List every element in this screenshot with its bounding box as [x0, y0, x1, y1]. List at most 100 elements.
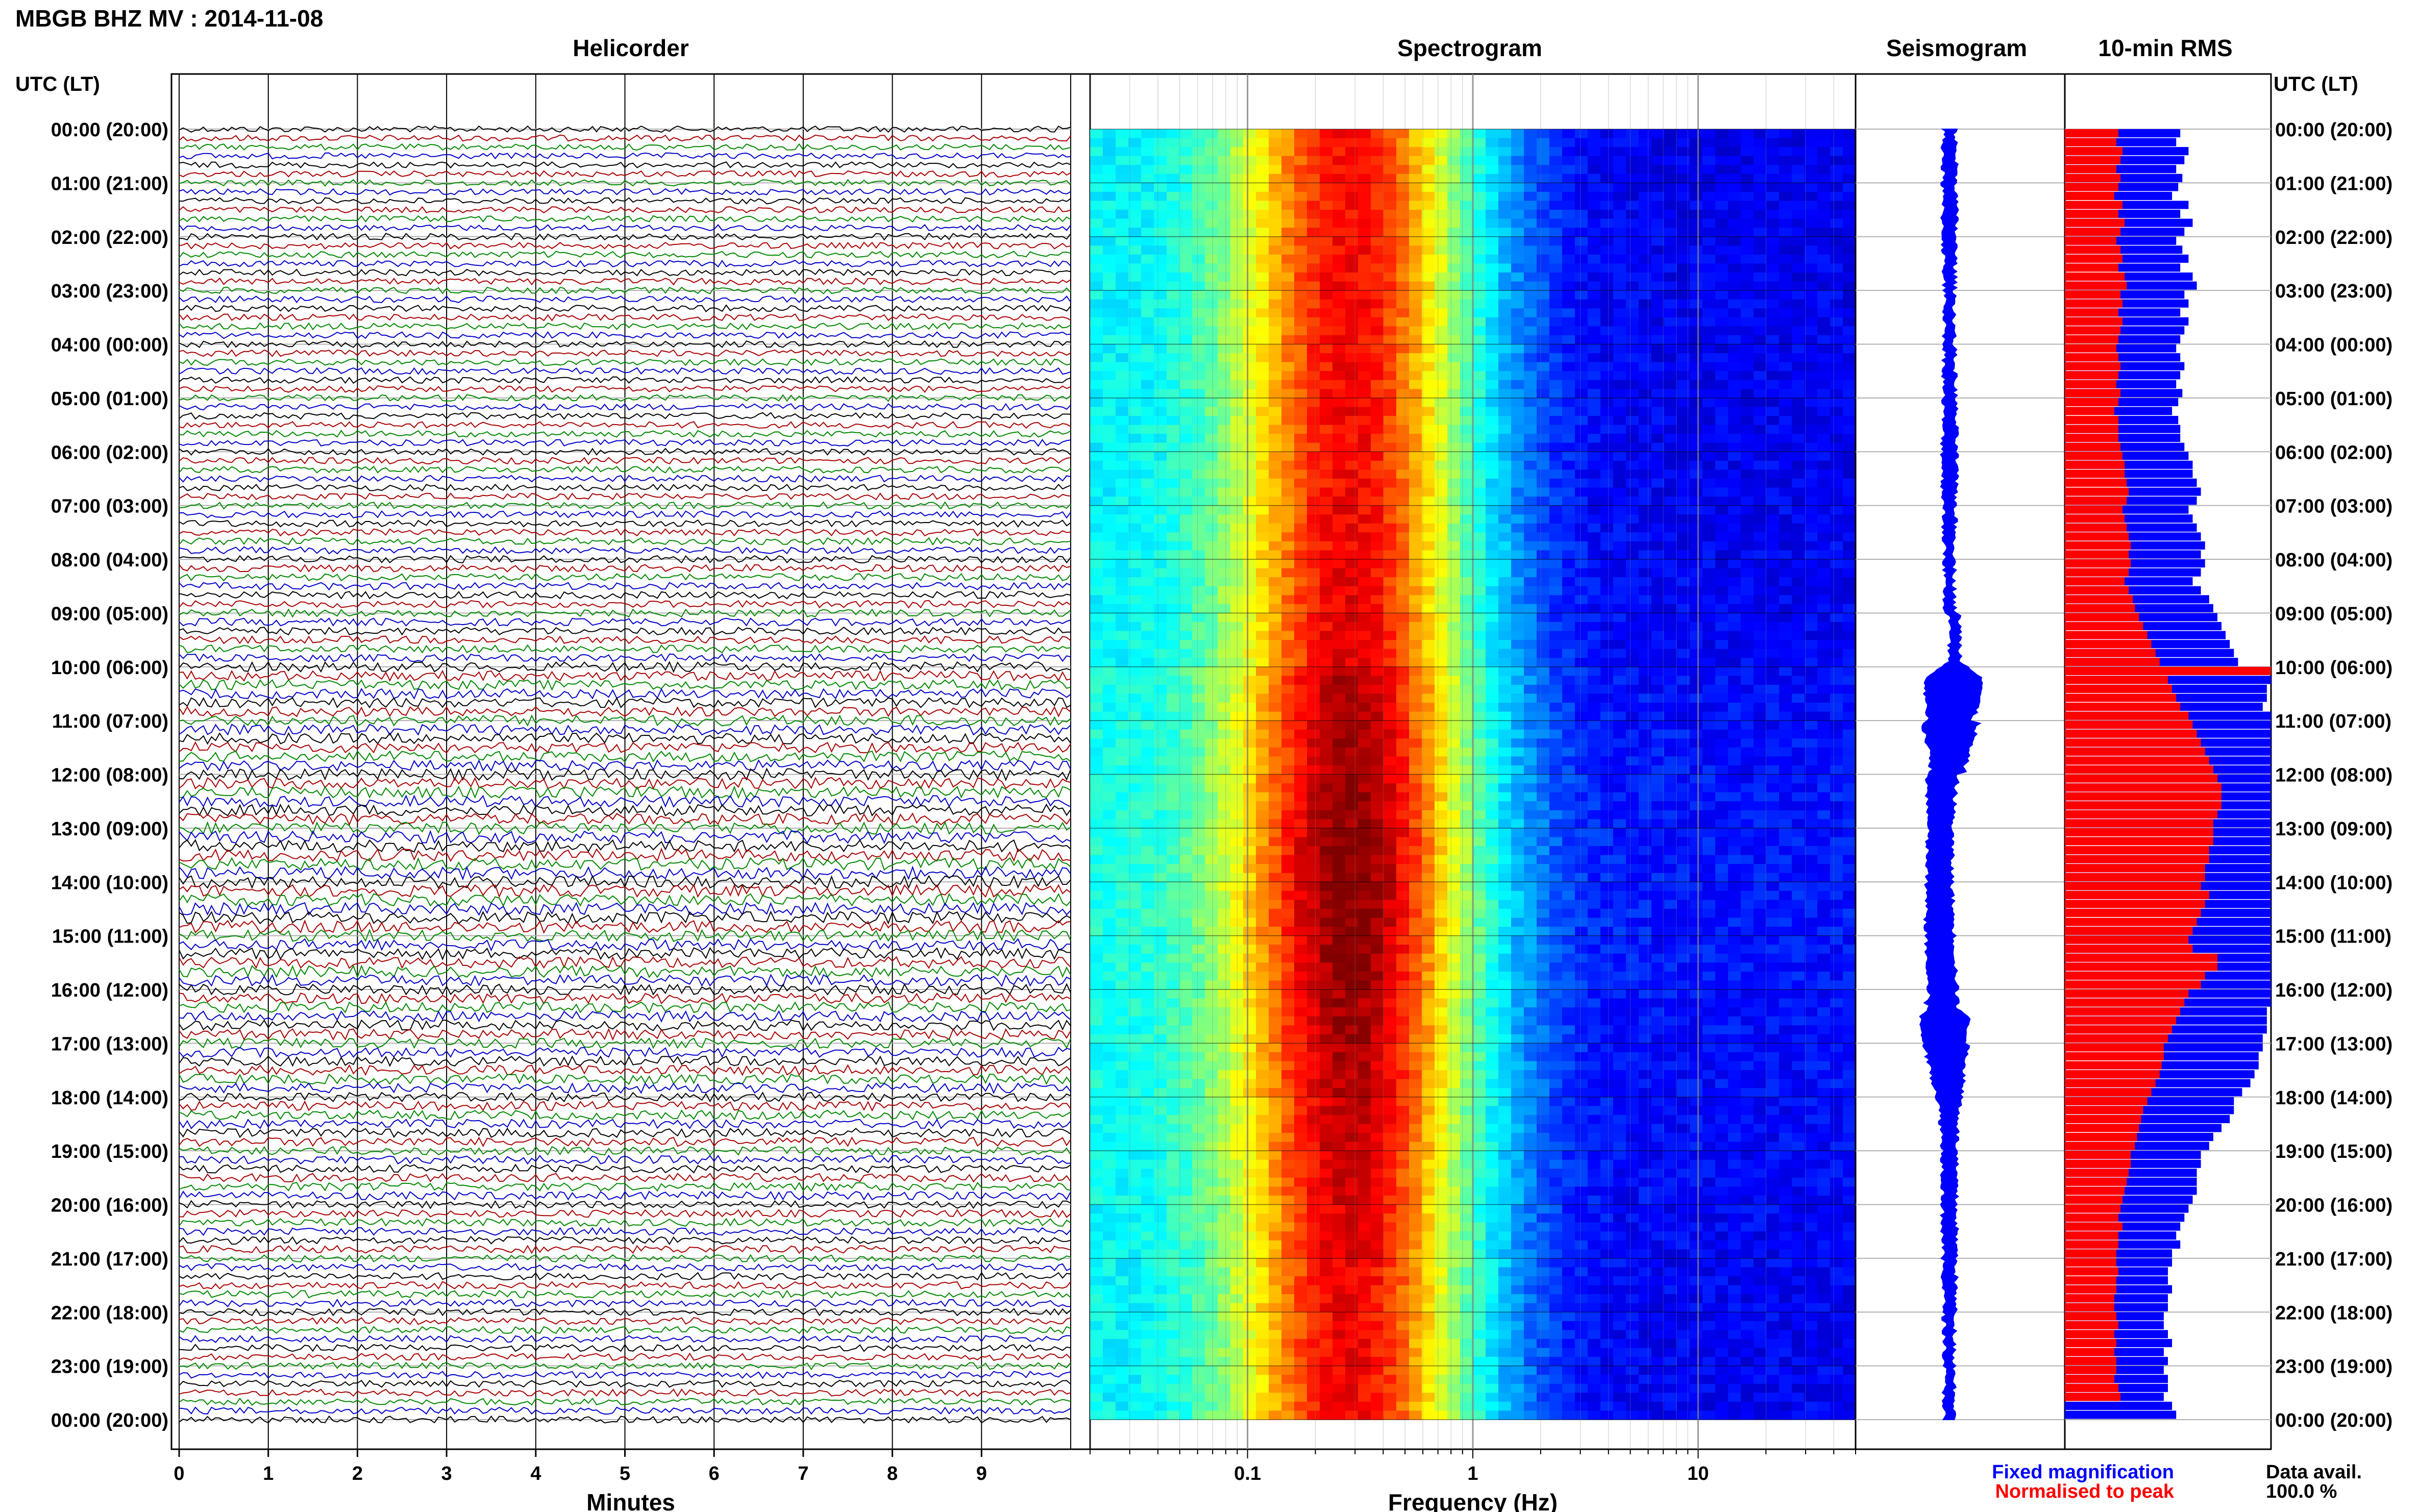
spectrogram-cell	[1575, 801, 1588, 811]
spectrogram-cell	[1613, 783, 1626, 793]
spectrogram-cell	[1294, 586, 1307, 596]
spectrogram-cell	[1511, 129, 1524, 139]
spectrogram-cell	[1090, 532, 1103, 542]
spectrogram-cell	[1792, 729, 1805, 739]
spectrogram-cell	[1447, 676, 1461, 685]
spectrogram-cell	[1116, 541, 1129, 551]
spectrogram-cell	[1805, 497, 1818, 506]
spectrogram-cell	[1626, 658, 1639, 667]
helicorder-trace	[179, 394, 1071, 402]
spectrogram-cell	[1154, 631, 1167, 640]
spectrogram-cell	[1294, 290, 1307, 300]
spectrogram-cell	[1256, 389, 1269, 399]
spectrogram-cell	[1116, 604, 1129, 613]
spectrogram-cell	[1498, 550, 1512, 560]
spectrogram-cell	[1805, 729, 1818, 739]
spectrogram-cell	[1435, 362, 1448, 371]
spectrogram-cell	[1754, 532, 1767, 542]
spectrogram-cell	[1486, 559, 1499, 569]
spectrogram-cell	[1498, 792, 1512, 802]
spectrogram-cell	[1690, 783, 1703, 793]
spectrogram-cell	[1486, 434, 1499, 443]
spectrogram-cell	[1128, 344, 1142, 354]
spectrogram-cell	[1243, 666, 1256, 676]
spectrogram-cell	[1358, 801, 1371, 811]
spectrogram-cell	[1332, 442, 1346, 452]
spectrogram-cell	[1498, 371, 1512, 381]
spectrogram-cell	[1396, 532, 1410, 542]
spectrogram-cell	[1192, 559, 1205, 569]
spectrogram-cell	[1830, 478, 1843, 488]
spectrogram-cell	[1294, 765, 1307, 775]
spectrogram-cell	[1677, 658, 1690, 667]
spectrogram-cell	[1435, 344, 1448, 354]
spectrogram-cell	[1754, 371, 1767, 381]
spectrogram-cell	[1179, 738, 1193, 748]
spectrogram-cell	[1677, 317, 1690, 327]
spectrogram-cell	[1537, 263, 1550, 273]
spectrogram-cell	[1116, 774, 1129, 784]
spectrogram-cell	[1575, 738, 1588, 748]
spectrogram-cell	[1779, 729, 1792, 739]
spectrogram-cell	[1613, 586, 1626, 596]
spectrogram-cell	[1447, 478, 1461, 488]
spectrogram-cell	[1103, 711, 1116, 721]
spectrogram-cell	[1575, 147, 1588, 157]
spectrogram-cell	[1677, 245, 1690, 255]
spectrogram-cell	[1179, 658, 1193, 667]
spectrogram-cell	[1843, 505, 1856, 515]
spectrogram-cell	[1626, 272, 1639, 282]
spectrogram-cell	[1422, 613, 1435, 623]
spectrogram-cell	[1281, 756, 1295, 766]
spectrogram-cell	[1103, 613, 1116, 623]
spectrogram-cell	[1281, 173, 1295, 183]
spectrogram-cell	[1486, 774, 1499, 784]
spectrogram-cell	[1179, 156, 1193, 165]
spectrogram-cell	[1128, 711, 1142, 721]
spectrogram-cell	[1281, 738, 1295, 748]
spectrogram-cell	[1128, 362, 1142, 371]
spectrogram-cell	[1358, 165, 1371, 175]
spectrogram-cell	[1332, 335, 1346, 345]
spectrogram-cell	[1613, 147, 1626, 157]
spectrogram-cell	[1218, 129, 1231, 139]
spectrogram-cell	[1205, 317, 1218, 327]
spectrogram-cell	[1141, 344, 1154, 354]
helicorder-trace	[179, 1218, 1071, 1227]
spectrogram-cell	[1639, 452, 1652, 461]
spectrogram-cell	[1116, 649, 1129, 658]
spectrogram-cell	[1167, 210, 1180, 219]
spectrogram-cell	[1103, 317, 1116, 327]
spectrogram-cell	[1651, 810, 1665, 820]
spectrogram-cell	[1779, 586, 1792, 596]
spectrogram-cell	[1843, 622, 1856, 632]
spectrogram-cell	[1817, 416, 1831, 426]
helicorder-trace	[179, 635, 1071, 645]
spectrogram-cell	[1792, 407, 1805, 416]
spectrogram-cell	[1805, 281, 1818, 291]
spectrogram-cell	[1371, 810, 1384, 820]
spectrogram-cell	[1281, 622, 1295, 632]
spectrogram-cell	[1141, 640, 1154, 650]
spectrogram-cell	[1307, 676, 1320, 685]
spectrogram-cell	[1435, 129, 1448, 139]
spectrogram-cell	[1537, 559, 1550, 569]
spectrogram-cell	[1702, 380, 1716, 389]
spectrogram-cell	[1371, 729, 1384, 739]
spectrogram-cell	[1817, 828, 1831, 838]
spectrogram-cell	[1779, 684, 1792, 695]
spectrogram-cell	[1307, 586, 1320, 596]
spectrogram-cell	[1422, 236, 1435, 246]
helicorder-trace	[179, 1281, 1071, 1290]
spectrogram-cell	[1805, 398, 1818, 408]
spectrogram-cell	[1779, 819, 1792, 829]
spectrogram-cell	[1447, 756, 1461, 766]
spectrogram-cell	[1116, 389, 1129, 399]
spectrogram-cell	[1754, 308, 1767, 318]
spectrogram-cell	[1243, 183, 1256, 192]
spectrogram-cell	[1651, 389, 1665, 399]
spectrogram-cell	[1243, 272, 1256, 282]
spectrogram-cell	[1243, 191, 1256, 202]
spectrogram-cell	[1192, 380, 1205, 389]
helicorder-trace	[179, 928, 1071, 942]
